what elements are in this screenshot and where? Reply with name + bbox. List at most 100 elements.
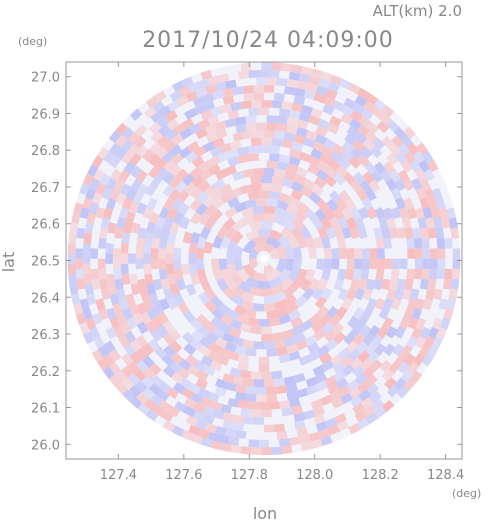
radar-cell	[222, 286, 236, 300]
radar-cell	[168, 188, 181, 202]
radar-cell	[134, 124, 148, 137]
radar-cell	[199, 278, 211, 291]
radar-cell	[168, 328, 182, 342]
radar-cell	[332, 100, 345, 112]
radar-cell	[224, 206, 238, 219]
radar-cell	[269, 145, 281, 154]
radar-cell	[368, 390, 382, 404]
radar-cell	[283, 170, 297, 181]
radar-cell	[99, 278, 109, 290]
radar-cell	[325, 338, 339, 351]
radar-cell	[331, 258, 340, 270]
radar-cell	[366, 297, 378, 311]
radar-cell	[403, 353, 416, 366]
radar-cell	[395, 197, 406, 210]
radar-cell	[236, 314, 250, 325]
radar-cell	[308, 278, 321, 292]
radar-cell	[239, 184, 252, 195]
radar-cell	[291, 64, 303, 74]
radar-cell	[293, 173, 307, 186]
radar-cell	[325, 166, 339, 179]
radar-cell	[171, 371, 184, 384]
radar-cell	[360, 108, 374, 121]
radar-cell	[411, 326, 423, 340]
radar-cell	[367, 350, 380, 364]
radar-cell	[258, 364, 270, 372]
x-tick-label: 127.8	[231, 468, 268, 483]
radar-cell	[170, 352, 184, 365]
radar-cell	[394, 353, 407, 366]
radar-cell	[384, 258, 393, 270]
radar-cell	[416, 142, 429, 156]
radar-cell	[271, 183, 284, 193]
radar-cell	[315, 380, 328, 392]
radar-cell	[189, 166, 203, 179]
radar-cell	[163, 288, 174, 301]
radar-cell	[264, 379, 275, 388]
radar-cell	[115, 134, 128, 148]
radar-cell	[105, 253, 113, 264]
radar-cell	[363, 100, 376, 113]
radar-cell	[443, 307, 454, 320]
radar-cell	[403, 151, 416, 164]
radar-cell	[212, 235, 224, 249]
radar-cell	[226, 148, 240, 159]
radar-cell	[240, 446, 252, 455]
radar-cell	[394, 178, 406, 192]
radar-cell	[336, 268, 347, 281]
radar-cell	[75, 312, 87, 325]
radar-cell	[324, 375, 338, 388]
radar-cell	[304, 334, 318, 347]
radar-cell	[166, 387, 179, 399]
y-tick-label: 26.5	[31, 255, 60, 270]
radar-cell	[314, 372, 328, 384]
radar-cell	[258, 402, 270, 410]
radar-cell	[281, 139, 294, 149]
radar-cell	[365, 130, 378, 143]
radar-cell	[383, 237, 392, 249]
radar-cell	[371, 334, 384, 348]
radar-cell	[242, 377, 254, 387]
radar-cell	[130, 283, 141, 296]
radar-cell	[115, 122, 128, 136]
radar-cell	[196, 258, 205, 270]
radar-cell	[394, 288, 404, 301]
radar-cell	[225, 381, 237, 392]
radar-cell	[316, 198, 330, 212]
radar-cell	[161, 150, 175, 164]
radar-cell	[195, 378, 208, 390]
radar-cell	[167, 273, 177, 286]
radar-cell	[129, 396, 143, 409]
radar-cell	[122, 197, 133, 210]
radar-cell	[146, 197, 158, 211]
radar-cell	[212, 268, 224, 282]
radar-cell	[152, 100, 165, 113]
radar-cell	[129, 108, 143, 121]
radar-cell	[293, 412, 306, 422]
radar-cell	[450, 278, 460, 290]
radar-cell	[290, 316, 304, 329]
radar-cell	[292, 246, 302, 259]
radar-cell	[438, 298, 449, 310]
radar-cell	[401, 288, 412, 301]
y-tick-label: 26.4	[31, 291, 60, 306]
radar-cell	[67, 263, 76, 275]
radar-cell	[276, 199, 290, 211]
radar-cell	[115, 382, 128, 395]
radar-cell	[250, 137, 262, 147]
radar-cell	[185, 91, 199, 102]
radar-cell	[232, 86, 244, 96]
radar-cell	[315, 168, 329, 181]
radar-cell	[188, 263, 198, 276]
radar-cell	[296, 236, 308, 249]
radar-cell	[349, 357, 363, 370]
radar-cell	[227, 350, 240, 361]
radar-cell	[358, 206, 370, 220]
radar-cell	[326, 122, 340, 135]
radar-cell	[129, 339, 142, 352]
radar-cell	[212, 327, 226, 339]
radar-cell	[226, 263, 238, 277]
radar-cell	[383, 343, 396, 357]
radar-cell	[248, 439, 259, 448]
radar-cell	[354, 410, 368, 423]
